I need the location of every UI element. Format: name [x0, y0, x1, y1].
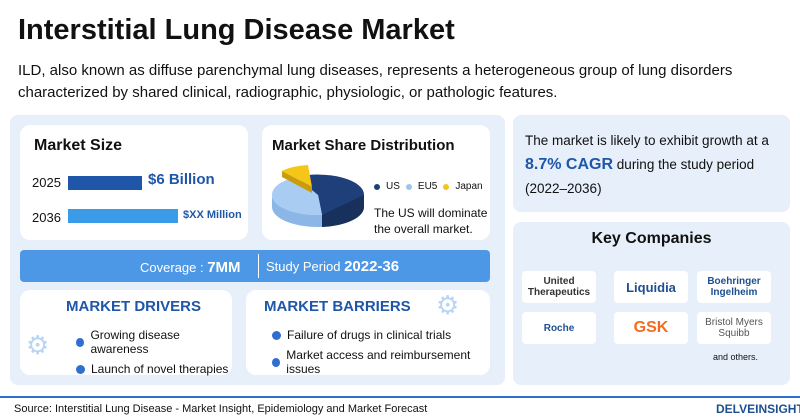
list: Failure of drugs in clinical trials Mark… — [272, 322, 490, 376]
description-line: ILD, also known as diffuse parenchymal l… — [18, 62, 733, 79]
note-line: the overall market. — [374, 222, 473, 236]
pie-3d — [271, 165, 365, 227]
note-line: The US will dominate — [374, 206, 488, 220]
company-logo: GSK — [614, 312, 688, 344]
companies-note: and others. — [713, 352, 759, 362]
companies-box: Key Companies United Therapeutics Liquid… — [513, 222, 790, 385]
list: Growing disease awareness Launch of nove… — [76, 322, 232, 376]
size-bar — [68, 176, 142, 190]
pie-eu5 — [271, 177, 322, 216]
brand: DELVEINSIGHT — [716, 402, 800, 416]
growth-rest: during the study period — [616, 157, 755, 172]
coverage: Coverage : 7MM — [140, 259, 241, 276]
pie-us — [296, 174, 365, 195]
growth-period: (2022–2036) — [525, 181, 602, 196]
size-value: $XX Million — [183, 209, 242, 221]
cagr: 8.7% CAGR — [525, 156, 614, 173]
barriers-card: MARKET BARRIERS ⚙ Failure of drugs in cl… — [246, 290, 490, 376]
title: Interstitial Lung Disease Market — [18, 14, 455, 46]
drivers-card: MARKET DRIVERS ⚙ Growing disease awarene… — [20, 290, 232, 376]
company-logo: United Therapeutics — [522, 271, 596, 303]
legend-label: EU5 — [417, 181, 438, 192]
size-bar — [68, 209, 178, 223]
footer-rule — [0, 396, 800, 398]
year: 2025 — [32, 175, 61, 190]
card-title: Market Share Distribution — [272, 137, 455, 154]
gear-icon: ⚙ — [436, 290, 460, 320]
card-title: MARKET BARRIERS — [264, 298, 411, 315]
growth-lead: The market is likely to exhibit growth a… — [525, 133, 769, 148]
company-logo: Boehringer Ingelheim — [697, 271, 771, 303]
market-share-card: Market Share Distribution US EU5 Japan T… — [262, 125, 490, 240]
card-title: Market Size — [34, 137, 123, 154]
coverage-value: 7MM — [207, 259, 241, 276]
legend: US EU5 Japan — [374, 181, 483, 192]
company-logo: Bristol Myers Squibb — [697, 312, 771, 344]
box-title: Key Companies — [591, 230, 712, 247]
period-value: 2022-36 — [344, 258, 400, 275]
card-title: MARKET DRIVERS — [66, 298, 202, 315]
item: Launch of novel therapies — [91, 362, 229, 376]
item: Failure of drugs in clinical trials — [287, 328, 452, 342]
company-logo: Liquidia — [614, 271, 688, 303]
growth-text: The market is likely to exhibit growth a… — [525, 129, 787, 201]
description-line: characterized by shared clinical, radiog… — [18, 84, 558, 101]
size-value: $6 Billion — [148, 171, 215, 188]
coverage-label: Coverage : — [140, 260, 204, 275]
legend-label: Japan — [455, 181, 483, 192]
year: 2036 — [32, 210, 61, 225]
banner: Coverage : 7MM Study Period 2022-36 — [20, 250, 490, 282]
pie-japan — [282, 165, 312, 187]
share-note: The US will dominate the overall market. — [374, 205, 487, 237]
source: Source: Interstitial Lung Disease - Mark… — [14, 403, 428, 415]
company-logo: Roche — [522, 312, 596, 344]
description: ILD, also known as diffuse parenchymal l… — [18, 60, 732, 104]
market-size-card: Market Size 2025 $6 Billion 2036 $XX Mil… — [20, 125, 248, 240]
item: Market access and reimbursement issues — [286, 348, 471, 376]
period: Study Period 2022-36 — [266, 258, 399, 275]
period-label: Study Period — [266, 259, 341, 274]
item: Growing disease awareness — [90, 328, 180, 356]
gear-icon: ⚙ — [26, 330, 50, 360]
legend-label: US — [386, 181, 400, 192]
growth-box: The market is likely to exhibit growth a… — [513, 115, 790, 212]
